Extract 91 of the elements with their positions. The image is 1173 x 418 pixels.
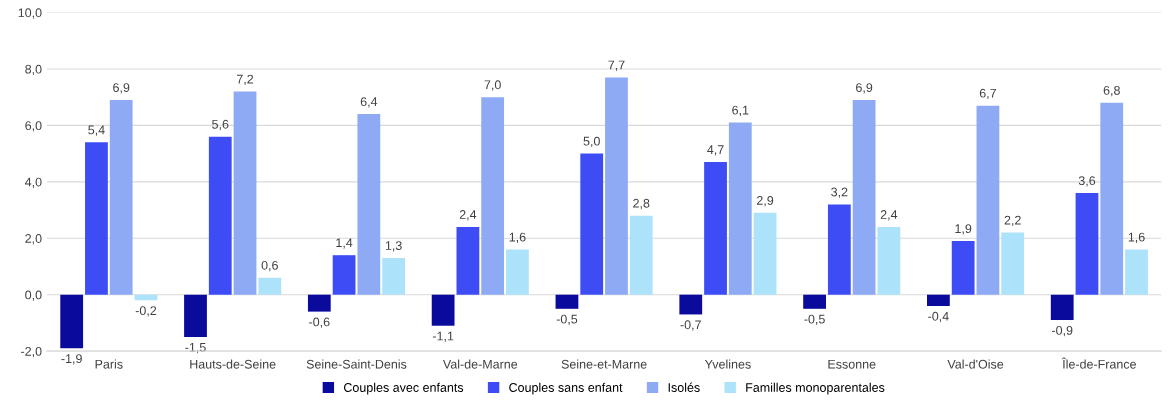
data-label: -0,6	[309, 317, 330, 328]
data-label: -0,9	[1052, 325, 1073, 337]
bar	[605, 77, 628, 295]
data-label: 5,4	[88, 125, 105, 136]
bar	[208, 136, 232, 295]
data-label: 1,6	[1128, 232, 1145, 243]
bar	[456, 226, 480, 295]
bar	[258, 277, 282, 295]
bar	[1125, 249, 1148, 295]
bar	[506, 249, 529, 295]
bar	[951, 241, 975, 295]
x-tick-label: Seine-et-Marne	[561, 359, 647, 369]
bar	[382, 258, 405, 295]
data-label: 2,9	[757, 195, 774, 207]
data-label: 7,0	[484, 80, 501, 91]
bar	[184, 294, 207, 338]
y-tick-label: 4,0	[24, 177, 42, 188]
data-label: -0,7	[680, 320, 701, 331]
y-tick-label: 8,0	[25, 64, 42, 76]
data-label: 1,6	[509, 232, 526, 243]
data-label: 1,4	[336, 238, 353, 249]
data-label: -0,4	[928, 311, 949, 323]
bar	[481, 97, 505, 295]
bar	[877, 226, 901, 295]
bar	[629, 215, 653, 295]
x-tick-label: Val-de-Marne	[442, 359, 518, 369]
bar	[555, 294, 579, 309]
bar	[679, 294, 703, 315]
data-label: 0,6	[261, 260, 278, 272]
x-tick-label: Hauts-de-Seine	[190, 359, 276, 369]
bar	[803, 294, 826, 309]
bar	[827, 204, 851, 295]
legend-label: Familles monoparentales	[746, 382, 885, 395]
data-label: -1,1	[432, 331, 454, 342]
data-label: 7,7	[608, 60, 625, 71]
y-tick-label: -2,0	[21, 346, 42, 358]
data-label: 6,8	[1103, 85, 1120, 97]
data-label: 2,4	[459, 210, 477, 221]
bar	[109, 100, 133, 295]
bar	[60, 294, 84, 349]
data-label: 5,0	[583, 136, 600, 148]
bar	[332, 255, 356, 295]
data-label: 1,3	[385, 241, 402, 252]
data-label: 2,2	[1004, 215, 1021, 227]
bar	[357, 114, 381, 295]
bar	[233, 91, 257, 295]
data-label: 6,1	[732, 105, 749, 117]
data-label: 1,9	[955, 224, 972, 235]
x-tick-label: Yvelines	[704, 359, 751, 369]
bar	[1050, 294, 1074, 321]
legend-label: Isolés	[668, 382, 700, 392]
y-tick-label: 0,0	[25, 290, 42, 301]
x-tick-label: Île-de-France	[1061, 357, 1136, 369]
data-label: 4,7	[707, 145, 724, 156]
bar	[852, 100, 876, 295]
data-label: -1,9	[61, 354, 82, 365]
bar	[1001, 232, 1025, 295]
bar	[753, 212, 777, 295]
data-label: 6,4	[360, 97, 378, 108]
bar	[728, 122, 752, 295]
bar	[85, 142, 108, 295]
data-label: 3,2	[831, 187, 848, 198]
bar	[927, 294, 950, 306]
data-label: 6,7	[979, 88, 996, 100]
data-label: 6,9	[113, 83, 130, 94]
bar	[580, 153, 604, 295]
data-label: -1,5	[185, 343, 206, 354]
data-label: -0,2	[135, 306, 157, 317]
y-tick-label: 2,0	[25, 234, 42, 245]
x-tick-label: Seine-Saint-Denis	[306, 359, 407, 369]
legend-label: Couples avec enfants	[344, 382, 464, 395]
bar	[704, 162, 727, 295]
x-tick-label: Essonne	[828, 359, 876, 369]
data-label: -0,5	[556, 314, 578, 326]
bar	[1075, 193, 1099, 295]
data-label: 2,8	[633, 198, 650, 210]
x-tick-label: Val-d'Oise	[947, 359, 1004, 369]
data-label: 3,6	[1078, 176, 1096, 187]
data-label: 5,6	[212, 119, 229, 131]
bar	[1100, 102, 1124, 295]
data-label: 2,4	[880, 210, 898, 221]
legend-label: Couples sans enfant	[509, 382, 623, 395]
bar	[431, 294, 455, 326]
y-tick-label: 6,0	[25, 121, 42, 132]
bar	[976, 105, 1000, 295]
y-tick-label: 10,0	[18, 8, 42, 19]
data-label: 7,2	[236, 74, 254, 85]
data-label: 6,9	[856, 83, 873, 94]
x-tick-label: Paris	[95, 359, 123, 369]
bar	[307, 294, 331, 312]
data-label: -0,5	[804, 314, 825, 326]
